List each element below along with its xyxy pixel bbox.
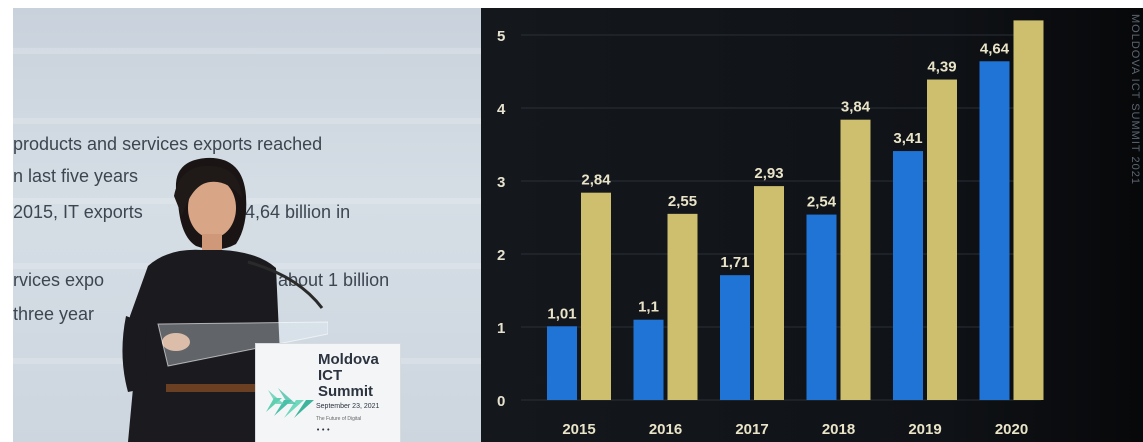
bar-value-label: 1,1 [638,299,659,316]
bar-value-label: 4,39 [927,59,956,76]
x-tick-label: 2016 [649,421,682,438]
podium-title: Moldova ICT Summit [318,352,400,400]
slide-line-2: n last five years [13,166,139,186]
bar-value-label: 1,01 [547,305,576,322]
speaker-silhouette [122,157,328,442]
conference-photo: products and services exports reached n … [13,8,1143,442]
slide-line-4: rvices expo [13,270,105,290]
y-tick-label: 3 [497,174,505,191]
podium-sign: Moldova ICT Summit September 23, 2021 Th… [255,343,401,442]
podium-date: September 23, 2021 [316,403,380,410]
side-caption: MOLDOVA ICT SUMMIT 2021 [1129,14,1141,185]
summit-logo [266,388,314,418]
bar-value-label: 2,54 [807,194,837,211]
bar [893,151,923,400]
bar [840,119,871,401]
bar-value-label: 2,84 [581,172,611,189]
x-tick-label: 2015 [562,421,595,438]
bar [979,61,1010,400]
podium-dots: ••• [316,426,332,434]
bar-chart: 0 1 2 3 4 5 1,01 2,84 2015 1,1 2,55 2016 1,71 2,93 201… [497,20,1044,438]
slide-line-5: three year [13,304,95,324]
bar [547,326,577,400]
bar-value-label: 4,64 [980,40,1010,57]
bar [633,319,664,400]
y-tick-label: 1 [497,320,505,337]
bar [754,186,784,400]
y-tick-label: 4 [497,101,506,118]
podium-tagline: The Future of Digital [316,416,362,422]
bar [720,275,750,400]
bar-value-label: 3,41 [893,130,922,147]
x-tick-label: 2020 [995,421,1028,438]
bar-value-label: 2,93 [754,165,783,182]
x-tick-label: 2019 [908,421,941,438]
y-tick-label: 2 [497,247,505,264]
bar [581,192,611,400]
slide-line-3b: 4,64 billion in [245,202,351,222]
bar-value-label: 3,84 [841,99,871,116]
podium-title-line-1: Moldova [318,351,379,368]
y-tick-label: 5 [497,28,505,45]
bar [667,213,698,400]
y-tick-label: 0 [497,393,505,410]
podium-title-line-2: ICT Summit [318,367,374,400]
bar-value-label: 1,71 [720,254,749,271]
slide-line-1: products and services exports reached [13,134,323,154]
slide-line-3: 2015, IT exports [13,202,143,222]
bar [806,214,837,400]
bar-value-label: 2,55 [668,193,697,210]
x-tick-label: 2018 [822,421,855,438]
x-tick-label: 2017 [735,421,768,438]
bar [1013,20,1044,401]
bar [927,79,957,400]
